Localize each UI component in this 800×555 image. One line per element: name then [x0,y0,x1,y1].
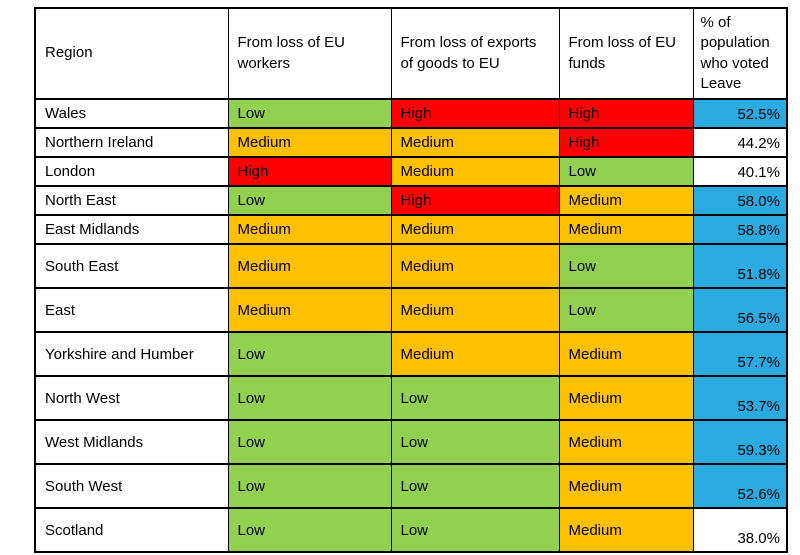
risk-matrix-container: Region From loss of EU workers From loss… [34,7,788,553]
leave-pct-cell: 56.5% [692,287,788,333]
table-row: Yorkshire and Humber Low Medium Medium 57.7% [34,331,788,377]
region-cell: Scotland [34,507,229,553]
table-row: South East Medium Medium Low 51.8% [34,243,788,289]
risk-cell-funds: Medium [558,375,694,421]
risk-cell-workers: Low [227,507,392,553]
risk-cell-funds: Low [558,243,694,289]
risk-cell-workers: Medium [227,287,392,333]
risk-cell-funds: Low [558,287,694,333]
risk-cell-workers: Low [227,331,392,377]
risk-cell-exports: Medium [390,156,560,187]
risk-cell-workers: Medium [227,214,392,245]
risk-cell-exports: Medium [390,331,560,377]
col-header-eu-funds: From loss of EU funds [558,7,694,100]
risk-cell-workers: Low [227,98,392,129]
leave-pct-cell: 38.0% [692,507,788,553]
risk-cell-exports: High [390,98,560,129]
risk-cell-funds: Medium [558,214,694,245]
region-cell: London [34,156,229,187]
risk-cell-workers: Medium [227,243,392,289]
region-cell: South West [34,463,229,509]
risk-cell-funds: Medium [558,463,694,509]
leave-pct-cell: 52.5% [692,98,788,129]
risk-cell-workers: Medium [227,127,392,158]
risk-cell-funds: Medium [558,507,694,553]
region-cell: North East [34,185,229,216]
risk-cell-exports: Medium [390,287,560,333]
table-row: Wales Low High High 52.5% [34,98,788,129]
risk-cell-exports: Low [390,375,560,421]
leave-pct-cell: 57.7% [692,331,788,377]
leave-pct-cell: 58.8% [692,214,788,245]
table-row: South West Low Low Medium 52.6% [34,463,788,509]
risk-cell-workers: Low [227,185,392,216]
table-row: North East Low High Medium 58.0% [34,185,788,216]
risk-cell-exports: Low [390,463,560,509]
region-cell: Northern Ireland [34,127,229,158]
table-row: North West Low Low Medium 53.7% [34,375,788,421]
region-cell: Yorkshire and Humber [34,331,229,377]
risk-cell-funds: Low [558,156,694,187]
risk-cell-workers: Low [227,375,392,421]
region-cell: West Midlands [34,419,229,465]
region-cell: East Midlands [34,214,229,245]
table-row: London High Medium Low 40.1% [34,156,788,187]
risk-cell-exports: Low [390,419,560,465]
table-row: East Midlands Medium Medium Medium 58.8% [34,214,788,245]
leave-pct-cell: 51.8% [692,243,788,289]
region-cell: North West [34,375,229,421]
table-body: Wales Low High High 52.5% Northern Ireland Med… [34,98,788,553]
risk-cell-exports: Medium [390,214,560,245]
risk-cell-funds: Medium [558,419,694,465]
risk-cell-exports: High [390,185,560,216]
risk-cell-workers: Low [227,419,392,465]
col-header-region: Region [34,7,229,100]
col-header-leave-pct: % of population who voted Leave [692,7,788,100]
col-header-eu-workers: From loss of EU workers [227,7,392,100]
risk-cell-workers: Low [227,463,392,509]
col-header-exports: From loss of exports of goods to EU [390,7,560,100]
risk-cell-workers: High [227,156,392,187]
leave-pct-cell: 40.1% [692,156,788,187]
risk-cell-funds: High [558,127,694,158]
risk-cell-funds: Medium [558,331,694,377]
region-cell: Wales [34,98,229,129]
leave-pct-cell: 44.2% [692,127,788,158]
risk-matrix-table: Region From loss of EU workers From loss… [34,7,788,553]
region-cell: South East [34,243,229,289]
region-cell: East [34,287,229,333]
leave-pct-cell: 59.3% [692,419,788,465]
table-row: West Midlands Low Low Medium 59.3% [34,419,788,465]
risk-cell-exports: Medium [390,127,560,158]
leave-pct-cell: 53.7% [692,375,788,421]
risk-cell-exports: Medium [390,243,560,289]
leave-pct-cell: 58.0% [692,185,788,216]
table-row: Scotland Low Low Medium 38.0% [34,507,788,553]
leave-pct-cell: 52.6% [692,463,788,509]
risk-cell-funds: Medium [558,185,694,216]
header-row: Region From loss of EU workers From loss… [34,7,788,100]
risk-cell-exports: Low [390,507,560,553]
table-row: East Medium Medium Low 56.5% [34,287,788,333]
table-row: Northern Ireland Medium Medium High 44.2% [34,127,788,158]
risk-cell-funds: High [558,98,694,129]
